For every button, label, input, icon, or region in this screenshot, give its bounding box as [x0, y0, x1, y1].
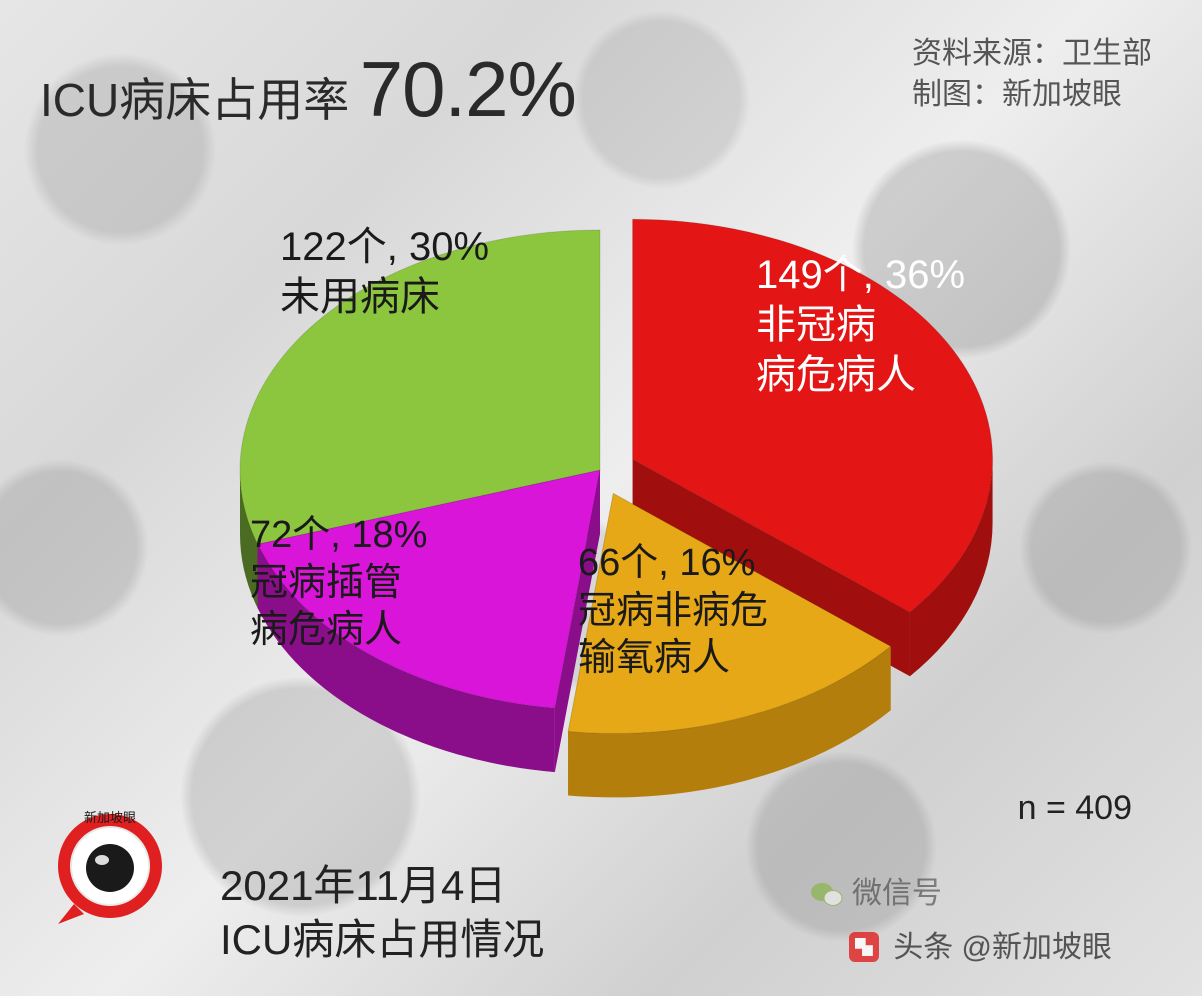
footer-line-1: 2021年11月4日 — [220, 859, 544, 914]
pie-chart: 149个, 36%非冠病病危病人66个, 16%冠病非病危输氧病人72个, 18… — [120, 170, 1080, 810]
wechat-icon — [810, 879, 844, 909]
slice-name1-non_covid_critical: 非冠病 — [756, 300, 965, 350]
title-block: ICU病床占用率 70.2% — [40, 44, 576, 135]
slice-name1-covid_intubated_critical: 冠病插管 — [250, 560, 427, 608]
source-block: 资料来源：卫生部 制图：新加坡眼 — [912, 34, 1152, 115]
slice-count-unused_beds: 122个, 30% — [280, 222, 489, 272]
toutiao-text: 头条 @新加坡眼 — [893, 931, 1112, 964]
wechat-text: 微信号 — [852, 877, 942, 910]
slice-count-non_covid_critical: 149个, 36% — [756, 250, 965, 300]
slice-name2-covid_non_critical_oxygen: 输氧病人 — [578, 635, 768, 683]
wechat-watermark: 微信号 — [810, 868, 942, 912]
slice-name2-covid_intubated_critical: 病危病人 — [250, 607, 427, 655]
slice-name2-non_covid_critical: 病危病人 — [756, 350, 965, 400]
toutiao-watermark: 头条 @新加坡眼 — [849, 922, 1112, 966]
slice-name1-unused_beds: 未用病床 — [280, 272, 489, 322]
logo-icon: 新加坡眼 — [50, 806, 170, 926]
footer-caption: 2021年11月4日 ICU病床占用情况 — [220, 859, 544, 968]
slice-label-covid_non_critical_oxygen: 66个, 16%冠病非病危输氧病人 — [578, 540, 768, 683]
slice-count-covid_intubated_critical: 72个, 18% — [250, 512, 427, 560]
title-value: 70.2% — [360, 44, 576, 135]
publisher-logo: 新加坡眼 — [50, 806, 170, 926]
slice-label-covid_intubated_critical: 72个, 18%冠病插管病危病人 — [250, 512, 427, 655]
slice-label-unused_beds: 122个, 30%未用病床 — [280, 222, 489, 322]
slice-label-non_covid_critical: 149个, 36%非冠病病危病人 — [756, 250, 965, 400]
toutiao-icon — [849, 932, 879, 962]
footer-line-2: ICU病床占用情况 — [220, 913, 544, 968]
slice-count-covid_non_critical_oxygen: 66个, 16% — [578, 540, 768, 588]
source-line-1: 资料来源：卫生部 — [912, 34, 1152, 75]
n-total: n = 409 — [1018, 789, 1132, 828]
infographic-canvas: ICU病床占用率 70.2% 资料来源：卫生部 制图：新加坡眼 149个, 36… — [0, 0, 1202, 996]
logo-caption: 新加坡眼 — [84, 810, 136, 825]
source-line-2: 制图：新加坡眼 — [912, 75, 1152, 116]
title-prefix: ICU病床占用率 — [40, 64, 349, 130]
slice-name1-covid_non_critical_oxygen: 冠病非病危 — [578, 588, 768, 636]
